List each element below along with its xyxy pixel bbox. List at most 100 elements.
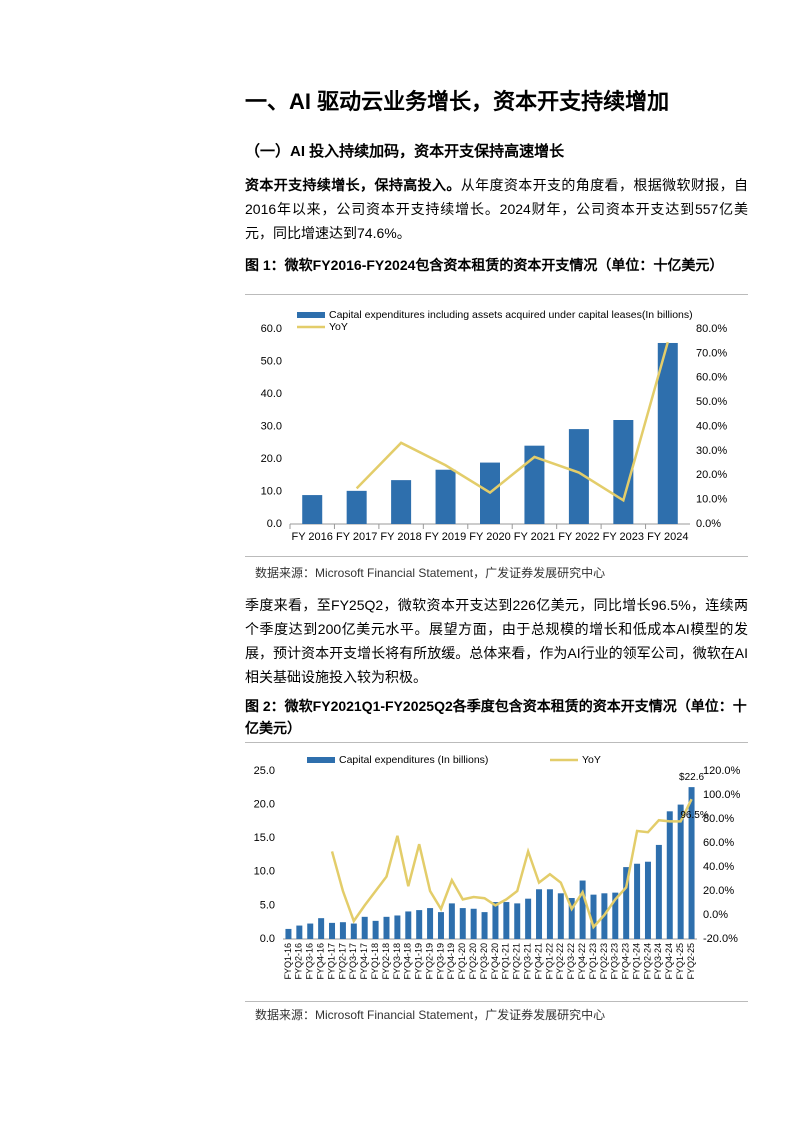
x-tick-label: FYQ2-22 (555, 943, 565, 980)
x-tick-label: FY 2017 (336, 531, 377, 543)
x-tick-label: FYQ4-24 (664, 943, 674, 980)
x-tick-label: FYQ1-20 (457, 943, 467, 980)
data-label: 96.5% (680, 810, 708, 821)
y-tick-label: 60.0 (261, 323, 282, 335)
bar (612, 892, 619, 939)
y-tick-label: 20.0 (254, 799, 275, 811)
x-tick-label: FYQ1-24 (631, 943, 641, 980)
bar (688, 787, 695, 939)
x-tick-label: FYQ4-19 (446, 943, 456, 980)
bar (361, 916, 368, 939)
bar (346, 490, 367, 524)
figure-frame: 0.0 10.0 20.0 30.0 40.0 50.0 60.0 0.0% 10.0% 20.0… (245, 294, 748, 557)
bar (536, 889, 543, 939)
x-tick-label: FYQ3-17 (348, 943, 358, 980)
x-tick-label: FY 2016 (292, 531, 333, 543)
x-tick-label: FY 2018 (380, 531, 421, 543)
bar (525, 898, 532, 939)
y-tick-label: 20.0 (261, 453, 282, 465)
bar (329, 922, 336, 939)
y2-tick-label: 20.0% (703, 885, 734, 897)
bar (437, 912, 444, 939)
x-tick-label: FYQ4-23 (621, 943, 631, 980)
y2-tick-label: 30.0% (696, 445, 727, 457)
bar (383, 916, 390, 939)
x-tick-label: FYQ4-17 (359, 943, 369, 980)
bar (307, 923, 314, 939)
y2-tick-label: 80.0% (696, 323, 727, 335)
bar (470, 908, 477, 939)
x-tick-label: FYQ3-16 (305, 943, 315, 980)
bar (405, 911, 412, 939)
x-tick-label: FYQ3-20 (479, 943, 489, 980)
paragraph-lead: 资本开支持续增长，保持高投入。 (245, 177, 461, 193)
y-tick-label: 25.0 (254, 765, 275, 777)
subheading: （一）AI 投入持续加码，资本开支保持高速增长 (245, 143, 565, 160)
y-tick-label: 40.0 (261, 388, 282, 400)
legend-swatch (307, 757, 335, 763)
line (355, 341, 669, 503)
bar (666, 811, 673, 939)
y2-tick-label: 0.0% (696, 518, 721, 530)
bar (644, 861, 651, 939)
bar (524, 445, 545, 524)
legend-swatch (297, 312, 325, 318)
x-tick-label: FY 2020 (469, 531, 510, 543)
figure-frame: 0.0 5.0 10.0 15.0 20.0 25.0 -20.0% 0.0% 20.0% 40.… (245, 742, 748, 1002)
bar (579, 880, 586, 939)
y-tick-label: 10.0 (261, 485, 282, 497)
x-tick-label: FY 2021 (514, 531, 555, 543)
x-tick-label: FYQ3-24 (653, 943, 663, 980)
y-tick-label: 0.0 (267, 518, 282, 530)
x-tick-label: FYQ3-22 (566, 943, 576, 980)
x-tick-label: FYQ2-25 (686, 943, 696, 980)
paragraph-text: 季度来看，至FY25Q2，微软资本开支达到226亿美元，同比增长96.5%，连续… (245, 597, 748, 685)
bar (568, 898, 575, 939)
bar (568, 429, 589, 524)
bar (391, 480, 412, 524)
bar (459, 908, 466, 939)
y2-tick-label: 40.0% (703, 861, 734, 873)
bar (318, 918, 325, 939)
figure-source: 数据来源：Microsoft Financial Statement，广发证券发… (255, 566, 606, 580)
x-tick-label: FYQ2-19 (424, 943, 434, 980)
y2-tick-label: 20.0% (696, 469, 727, 481)
bar (435, 469, 456, 524)
heading: 一、AI 驱动云业务增长，资本开支持续增加 (245, 89, 670, 114)
y2-tick-label: 0.0% (703, 909, 728, 921)
y2-tick-label: 120.0% (703, 765, 741, 777)
y-tick-label: 0.0 (260, 933, 275, 945)
x-tick-label: FYQ1-16 (283, 943, 293, 980)
bar (372, 920, 379, 939)
legend-label: Capital expenditures (In billions) (339, 754, 488, 766)
bar (427, 908, 434, 939)
x-tick-label: FYQ2-16 (294, 943, 304, 980)
bar (657, 342, 678, 524)
bar (623, 867, 630, 939)
x-tick-label: FY 2022 (558, 531, 599, 543)
bar (492, 902, 499, 939)
x-tick-label: FYQ2-21 (512, 943, 522, 980)
x-tick-label: FYQ3-19 (435, 943, 445, 980)
figure-caption: 图 2：微软FY2021Q1-FY2025Q2各季度包含资本租赁的资本开支情况（… (245, 698, 747, 736)
x-tick-label: FYQ4-22 (577, 943, 587, 980)
legend-label: YoY (329, 321, 348, 333)
bar (394, 915, 401, 939)
y-tick-label: 50.0 (261, 355, 282, 367)
x-tick-label: FYQ4-18 (403, 943, 413, 980)
y2-tick-label: 10.0% (696, 494, 727, 506)
y-tick-label: 10.0 (254, 866, 275, 878)
bar (339, 922, 346, 939)
figure-source: 数据来源：Microsoft Financial Statement，广发证券发… (255, 1008, 606, 1022)
x-tick-label: FYQ2-24 (642, 943, 652, 980)
y-tick-label: 30.0 (261, 420, 282, 432)
bar (302, 495, 323, 524)
line (330, 798, 693, 930)
bar (448, 903, 455, 939)
y2-tick-label: 80.0% (703, 813, 734, 825)
legend-label: YoY (582, 754, 601, 766)
x-tick-label: FYQ2-23 (599, 943, 609, 980)
legend-label: Capital expenditures including assets ac… (329, 309, 693, 321)
x-tick-label: FYQ4-16 (316, 943, 326, 980)
data-label: $22.6 (679, 772, 704, 783)
